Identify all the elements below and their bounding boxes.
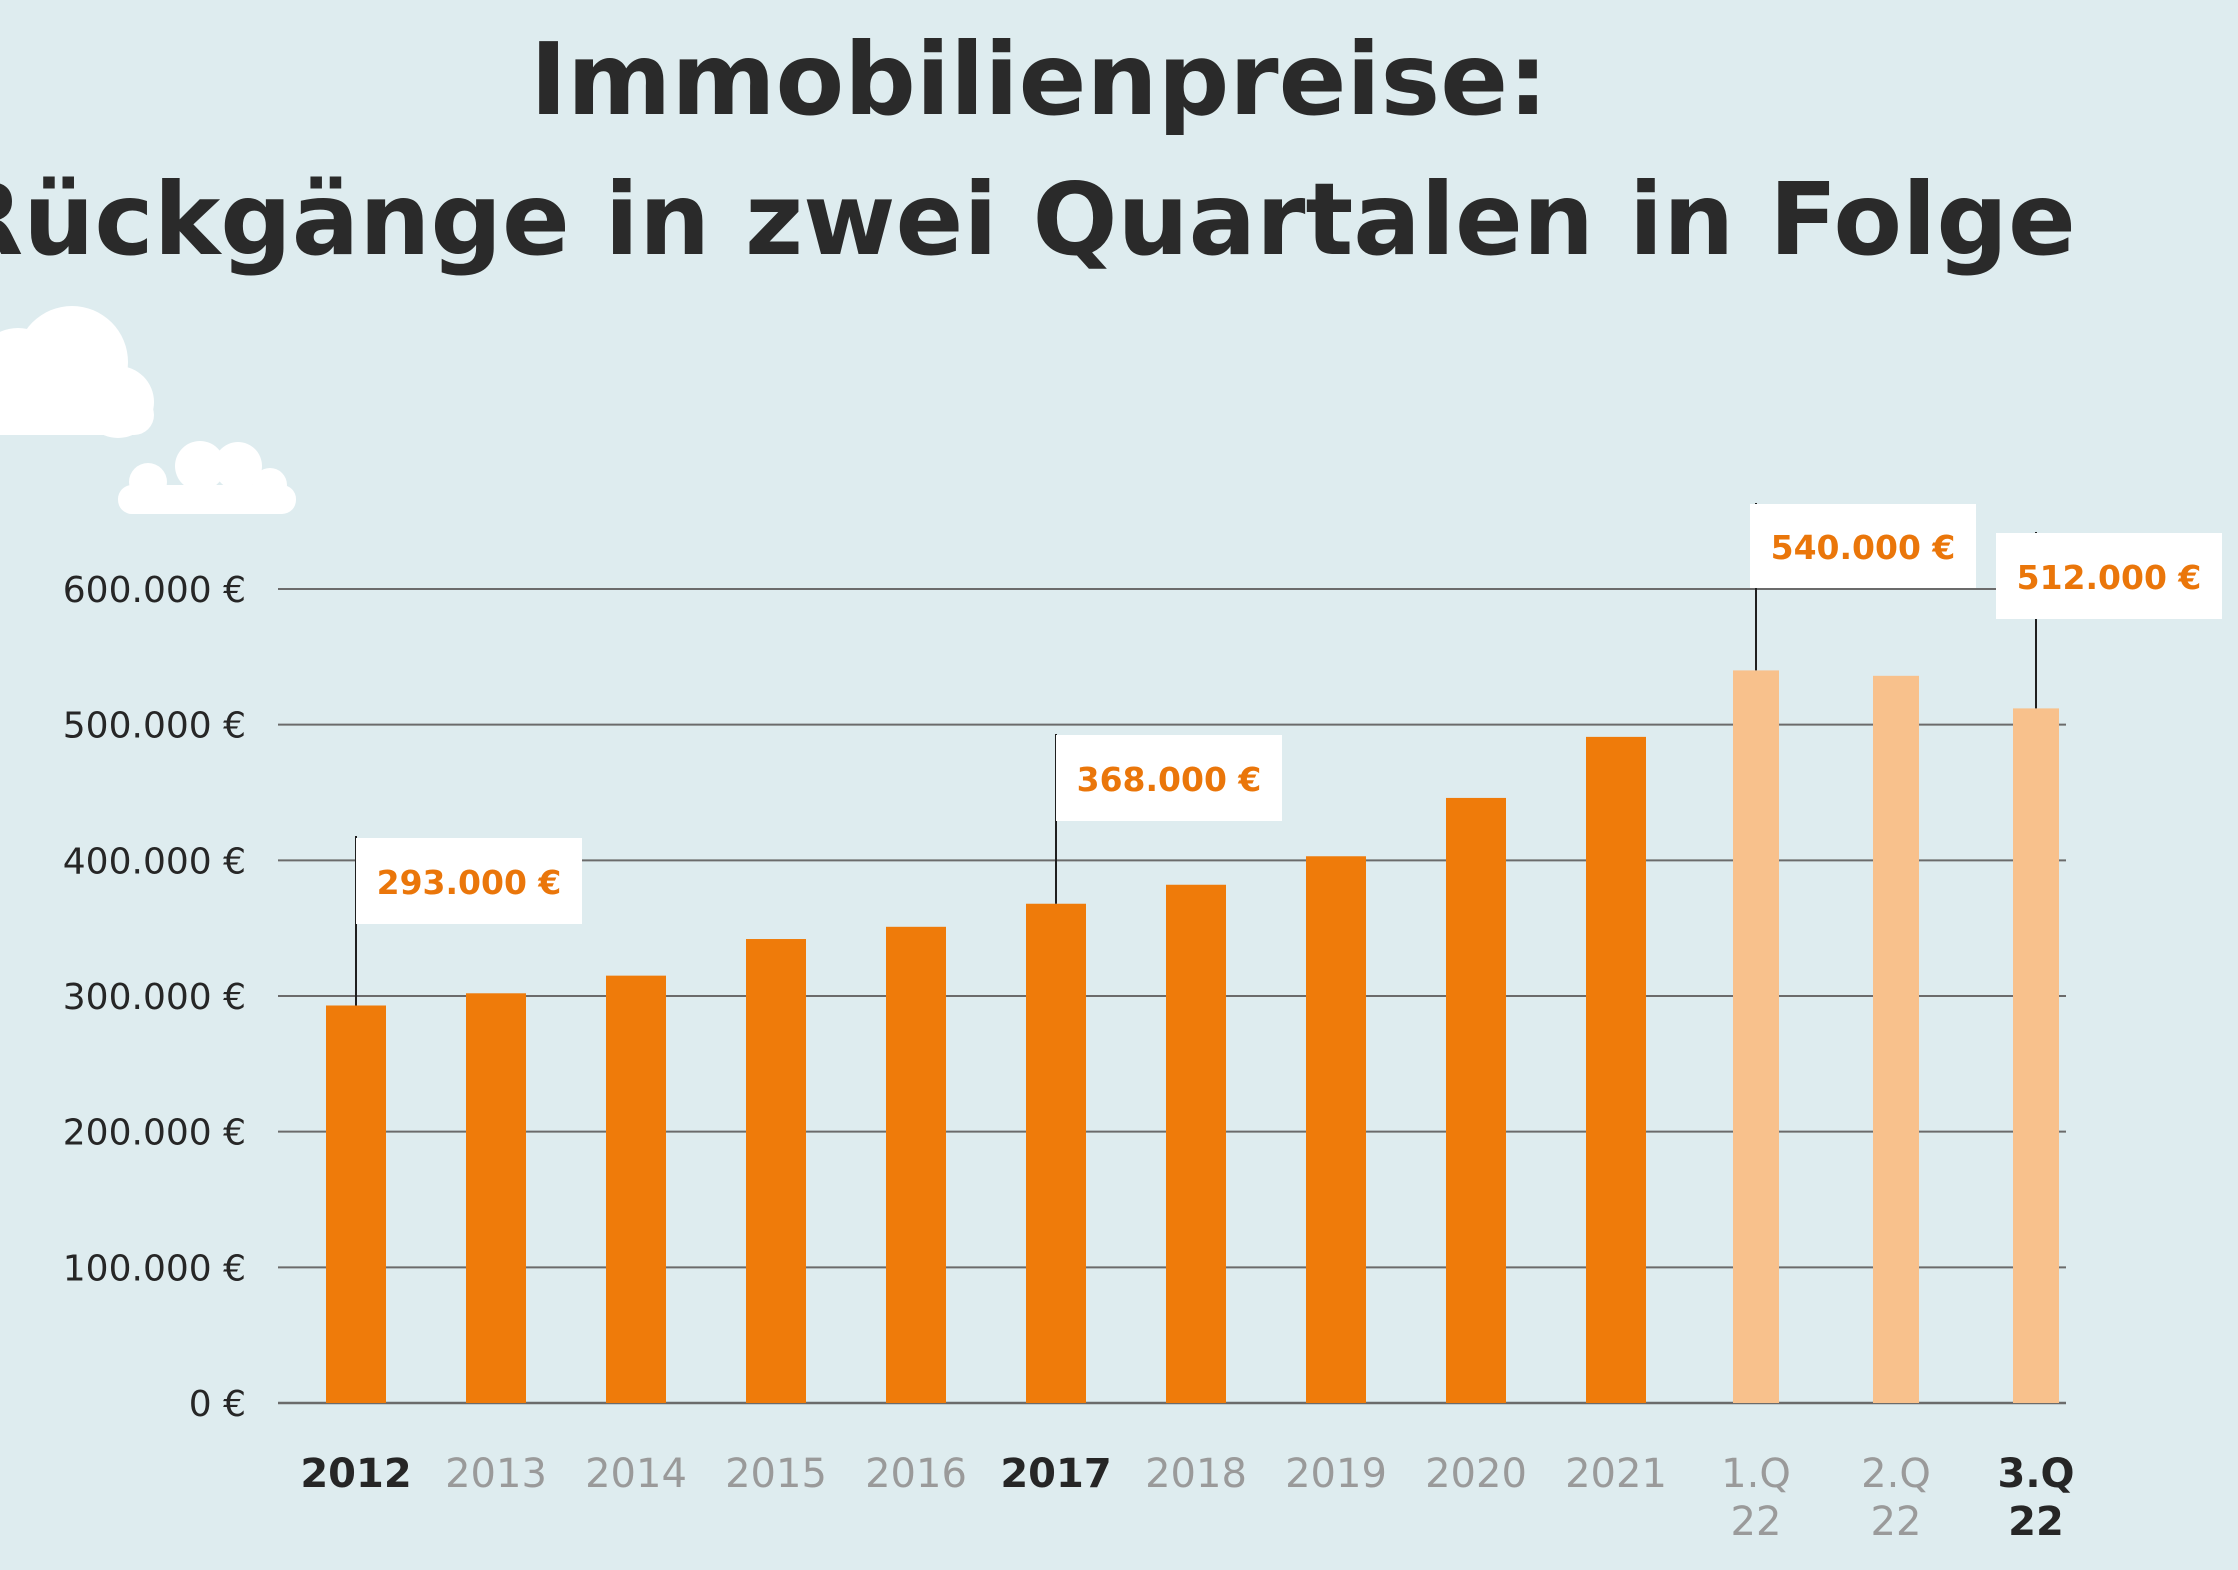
x-tick-label-2013: 2013 (445, 1451, 547, 1497)
bar-2021 (1586, 736, 1646, 1403)
bar-2018 (1166, 884, 1226, 1403)
bar-2-q-22 (1873, 675, 1919, 1403)
y-tick-label: 600.000 € (63, 570, 246, 611)
bar-2012 (326, 1005, 386, 1403)
callout-2012: 293.000 € (355, 836, 582, 1006)
cloud-decorations (0, 306, 296, 514)
callout-value-label: 540.000 € (1771, 528, 1956, 567)
x-tick-label-2018: 2018 (1145, 1451, 1247, 1497)
callout-box (1056, 735, 1282, 821)
y-tick-label: 0 € (189, 1384, 246, 1425)
bar-3-q-22 (2013, 708, 2059, 1403)
bar-2019 (1306, 856, 1366, 1403)
y-tick-label: 500.000 € (63, 706, 246, 747)
x-axis-ticks: 2012 2013 2014 2015 2016 2017 2018 2019 2020 2021… (300, 1451, 2074, 1545)
callout-value-label: 512.000 € (2017, 558, 2202, 597)
callout-box (356, 838, 582, 924)
value-callouts: 293.000 € 368.000 € 540.000 € 512.000 € (355, 503, 2222, 1006)
bar-2015 (746, 939, 806, 1403)
x-tick-label-2015: 2015 (725, 1451, 827, 1497)
y-axis-ticks: 0 € 100.000 € 200.000 € 300.000 € 400.000 € 5… (63, 570, 246, 1425)
bar-2014 (606, 975, 666, 1403)
callout-1-q-22: 540.000 € (1750, 503, 1976, 671)
cloud-icon (0, 306, 154, 438)
x-tick-label-2017: 2017 (1000, 1451, 1111, 1497)
callout-value-label: 368.000 € (1077, 760, 1262, 799)
callout-box (1750, 504, 1976, 588)
x-tick-label-1-q-22: 1.Q 22 (1721, 1451, 1791, 1545)
bar-1-q-22 (1733, 670, 1779, 1403)
callout-2017: 368.000 € (1055, 734, 1282, 904)
x-tick-label-2020: 2020 (1425, 1451, 1527, 1497)
chart-title-line-2: Rückgänge in zwei Quartalen in Folge (0, 161, 2076, 278)
x-tick-label-2019: 2019 (1285, 1451, 1387, 1497)
callout-box (1996, 533, 2222, 619)
bar-2017 (1026, 903, 1086, 1403)
callout-value-label: 293.000 € (377, 863, 562, 902)
bar-2020 (1446, 797, 1506, 1403)
callout-3-q-22: 512.000 € (1996, 532, 2222, 709)
x-tick-label-2014: 2014 (585, 1451, 687, 1497)
bar-2013 (466, 993, 526, 1403)
x-tick-label-2021: 2021 (1565, 1451, 1667, 1497)
y-tick-label: 300.000 € (63, 977, 246, 1018)
x-tick-label-2012: 2012 (300, 1451, 411, 1497)
y-tick-label: 200.000 € (63, 1113, 246, 1154)
chart-title-line-1: Immobilienpreise: (529, 21, 1549, 138)
cloud-icon (118, 441, 296, 514)
x-tick-label-3-q-22: 3.Q 22 (1997, 1451, 2074, 1545)
y-tick-label: 100.000 € (63, 1248, 246, 1289)
bar-2016 (886, 926, 946, 1403)
x-tick-label-2-q-22: 2.Q 22 (1861, 1451, 1931, 1545)
bars (326, 670, 2059, 1403)
y-tick-label: 400.000 € (63, 841, 246, 882)
x-tick-label-2016: 2016 (865, 1451, 967, 1497)
